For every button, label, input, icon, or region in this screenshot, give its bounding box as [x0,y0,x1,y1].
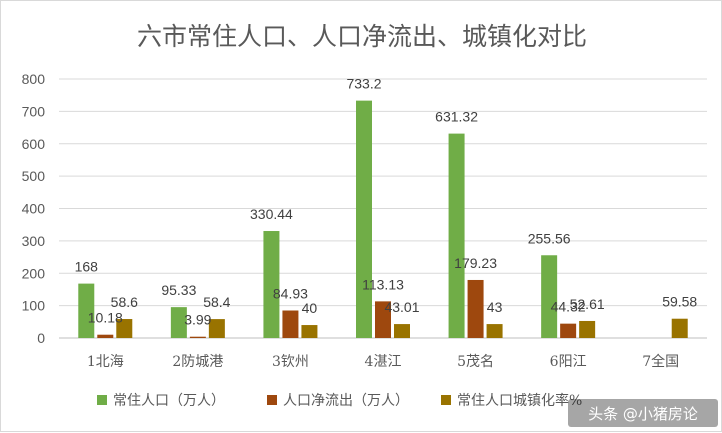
y-tick-label: 500 [22,168,46,184]
data-label: 95.33 [161,282,196,298]
category-label: 3钦州 [272,354,309,370]
legend-swatch [441,395,451,405]
category-label: 4湛江 [365,354,402,370]
watermark-text: 头条 @小猪房论 [588,405,698,423]
legend-label: 常住人口（万人） [113,393,225,409]
bar [97,334,114,338]
category-label: 7全国 [642,353,679,370]
bar [301,325,318,338]
data-label: 113.13 [362,276,404,292]
legend: 常住人口（万人） 人口净流出（万人） 常住人口城镇化率% [97,392,582,409]
y-tick-label: 200 [22,265,46,281]
category-label: 6阳江 [550,354,587,370]
y-tick-label: 400 [22,201,46,217]
category-label: 2防城港 [172,354,223,370]
bar [208,319,225,338]
bar [541,255,558,338]
bar [375,301,391,338]
category-label: 5茂名 [457,353,494,370]
legend-swatch [97,395,107,405]
chart-title: 六市常住人口、人口净流出、城镇化对比 [137,22,587,51]
bar [263,231,280,338]
data-label: 59.58 [662,294,697,310]
y-tick-label: 0 [37,330,45,346]
data-label: 631.32 [435,109,478,125]
bar [356,100,372,339]
watermark: 头条 @小猪房论 [568,399,718,427]
data-label: 40 [302,300,318,316]
data-label: 84.93 [273,286,308,302]
bar [560,323,577,338]
y-tick-label: 800 [22,71,46,87]
bar [189,336,206,338]
data-label: 255.56 [528,230,571,246]
y-axis-ticks: 0 100 200 300 400 500 600 700 800 [22,71,46,346]
bar [467,279,484,338]
category-labels: 1北海 2防城港 3钦州 4湛江 5茂名 6阳江 7全国 [87,353,679,370]
bar [282,310,299,338]
y-tick-label: 300 [22,233,46,249]
y-tick-label: 100 [22,298,46,314]
y-tick-label: 700 [22,103,46,119]
bar [116,319,133,338]
legend-label: 常住人口城镇化率% [457,392,582,409]
legend-label: 人口净流出（万人） [283,393,409,409]
data-label: 58.4 [203,294,230,310]
data-label: 43 [487,299,503,315]
gridlines [59,78,707,339]
bars [78,100,688,339]
bar [78,283,95,338]
data-label: 179.23 [454,255,497,271]
data-label: 330.44 [250,206,293,222]
data-label: 58.6 [111,294,138,310]
data-label: 44.32 [551,299,586,315]
data-label: 3.99 [184,312,211,328]
bar [448,133,465,338]
y-tick-label: 600 [22,136,46,152]
data-label: 52.61 [570,296,605,312]
category-label: 1北海 [87,354,124,370]
data-label: 43.01 [384,299,419,315]
data-label: 10.18 [88,310,123,326]
legend-swatch [267,395,277,405]
data-label: 733.2 [346,76,381,92]
bar [579,320,596,338]
bar [671,318,688,338]
data-label: 168 [75,259,99,275]
bar [170,307,187,338]
bar [394,324,410,338]
bar [486,324,503,338]
